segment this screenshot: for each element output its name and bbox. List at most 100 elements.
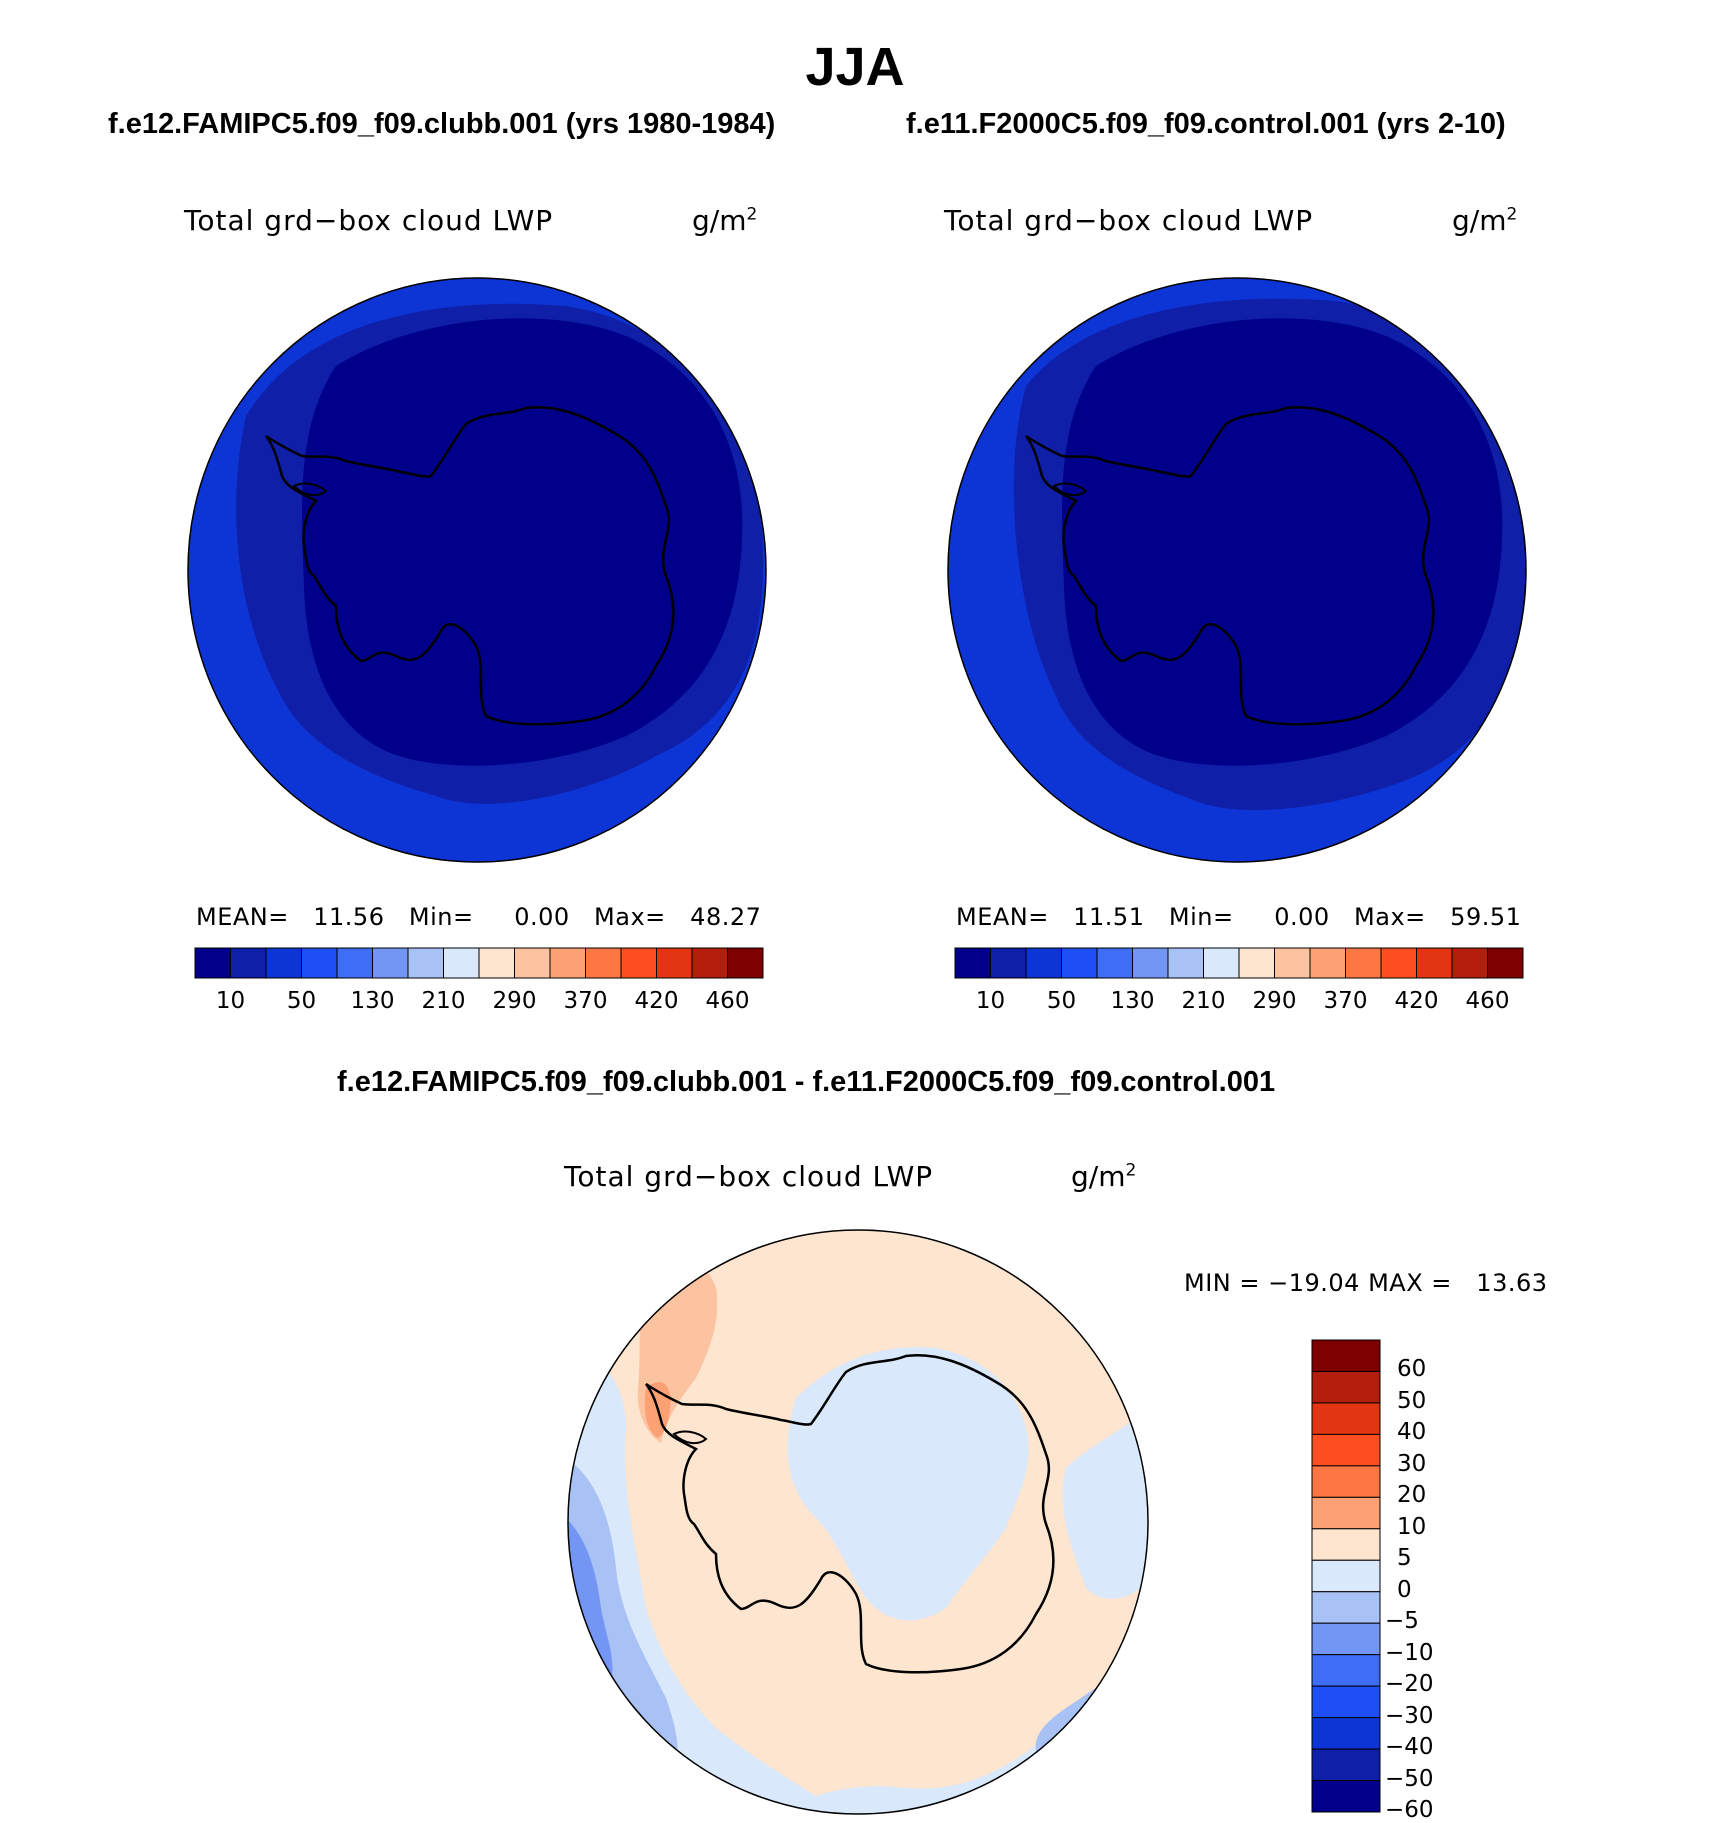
min-value: 0.00: [1274, 903, 1330, 931]
colorbar-diff: [1311, 1339, 1381, 1813]
colorbar-swatch: [1311, 1370, 1381, 1404]
map-diff: [567, 1229, 1149, 1815]
contour-neg-right: [1062, 1408, 1148, 1599]
min-label: Min=: [1168, 903, 1234, 931]
colorbar-swatch: [1309, 947, 1346, 979]
stats-right: MEAN= 11.51 Min= 0.00 Max= 59.51: [956, 903, 1521, 931]
min-value: 0.00: [514, 903, 570, 931]
colorbar-left: [194, 947, 764, 979]
max-label: Max=: [594, 903, 666, 931]
colorbar-swatch: [549, 947, 586, 979]
colorbar-swatch: [230, 947, 267, 979]
figure-title: JJA: [805, 37, 905, 97]
min-label: MIN =: [1184, 1269, 1260, 1297]
units-right: g/m2: [1452, 204, 1518, 237]
colorbar-swatch: [1345, 947, 1382, 979]
colorbar-tick-label: 10: [1397, 1513, 1427, 1540]
max-label: Max=: [1354, 903, 1426, 931]
colorbar-swatch: [656, 947, 693, 979]
colorbar-swatch: [727, 947, 764, 979]
colorbar-swatch: [954, 947, 991, 979]
colorbar-tick-label: 5: [1397, 1545, 1412, 1572]
colorbar-swatch: [514, 947, 551, 979]
contour-inner: [302, 318, 743, 766]
colorbar-right: [954, 947, 1524, 979]
colorbar-swatch: [585, 947, 622, 979]
colorbar-swatch: [1311, 1717, 1381, 1750]
colorbar-swatch: [1416, 947, 1453, 979]
colorbar-tick-label: 420: [1394, 988, 1439, 1014]
max-value: 13.63: [1476, 1269, 1548, 1297]
colorbar-swatch: [1238, 947, 1275, 979]
colorbar-swatch: [478, 947, 515, 979]
colorbar-swatch: [1380, 947, 1417, 979]
map-border: [567, 1229, 1149, 1815]
coastline: [1025, 406, 1435, 726]
colorbar-swatch: [1487, 947, 1524, 979]
map-left: [187, 277, 767, 863]
stats-diff: MIN = −19.04 MAX = 13.63: [1184, 1269, 1548, 1297]
colorbar-tick-label: 370: [1323, 988, 1368, 1014]
colorbar-swatch: [265, 947, 302, 979]
colorbar-swatch: [1274, 947, 1311, 979]
colorbar-swatch: [443, 947, 480, 979]
colorbar-swatch: [372, 947, 409, 979]
contour-neg-inland: [787, 1347, 1029, 1621]
colorbar-tick-label: 290: [1252, 988, 1297, 1014]
colorbar-swatch: [1311, 1528, 1381, 1561]
colorbar-tick-label: 370: [563, 988, 608, 1014]
coastline: [645, 1354, 1055, 1674]
colorbar-swatch: [1311, 1339, 1381, 1372]
map-border: [187, 277, 767, 863]
colorbar-tick-label: 130: [1110, 988, 1155, 1014]
colorbar-tick-label: 420: [634, 988, 679, 1014]
colorbar-swatch: [1025, 947, 1062, 979]
stats-left: MEAN= 11.56 Min= 0.00 Max= 48.27: [196, 903, 761, 931]
colorbar-tick-label: 10: [215, 988, 246, 1014]
colorbar-tick-label: 460: [705, 988, 750, 1014]
units-left: g/m2: [692, 204, 758, 237]
colorbar-tick-label: 40: [1397, 1419, 1427, 1446]
colorbar-swatch: [1096, 947, 1133, 979]
colorbar-swatch: [1311, 1748, 1381, 1782]
colorbar-swatch: [620, 947, 657, 979]
colorbar-tick-label: −30: [1385, 1702, 1434, 1729]
contour-inner: [1062, 318, 1503, 766]
mean-label: MEAN=: [956, 903, 1049, 931]
colorbar-tick-label: 50: [286, 988, 317, 1014]
colorbar-swatch: [990, 947, 1027, 979]
variable-name-right: Total grd−box cloud LWP: [944, 204, 1314, 237]
max-label: MAX =: [1368, 1269, 1452, 1297]
colorbar-tick-label: 60: [1397, 1356, 1427, 1383]
map-border: [947, 277, 1527, 863]
case-title-left: f.e12.FAMIPC5.f09_f09.clubb.001 (yrs 198…: [108, 108, 776, 140]
variable-name-diff: Total grd−box cloud LWP: [564, 1160, 934, 1193]
colorbar-tick-label: 30: [1397, 1450, 1427, 1477]
colorbar-swatch: [1311, 1780, 1381, 1813]
colorbar-swatch: [1311, 1465, 1381, 1498]
min-label: Min=: [408, 903, 474, 931]
min-value: −19.04: [1268, 1269, 1360, 1297]
mean-label: MEAN=: [196, 903, 289, 931]
colorbar-tick-label: −40: [1385, 1734, 1434, 1761]
colorbar-tick-label: −20: [1385, 1671, 1434, 1698]
colorbar-tick-label: 20: [1397, 1482, 1427, 1509]
colorbar-swatch: [1311, 1654, 1381, 1687]
colorbar-tick-label: −10: [1385, 1639, 1434, 1666]
colorbar-swatch: [336, 947, 373, 979]
colorbar-tick-label: 50: [1046, 988, 1077, 1014]
max-value: 48.27: [690, 903, 762, 931]
colorbar-swatch: [1311, 1496, 1381, 1530]
colorbar-swatch: [1311, 1402, 1381, 1435]
case-title-right: f.e11.F2000C5.f09_f09.control.001 (yrs 2…: [906, 108, 1506, 140]
colorbar-tick-label: 0: [1397, 1576, 1412, 1603]
map-right: [947, 277, 1527, 863]
colorbar-swatch: [1061, 947, 1098, 979]
colorbar-swatch: [1451, 947, 1488, 979]
max-value: 59.51: [1450, 903, 1522, 931]
mean-value: 11.51: [1073, 903, 1145, 931]
diff-title: f.e12.FAMIPC5.f09_f09.clubb.001 - f.e11.…: [337, 1066, 1276, 1098]
colorbar-tick-label: 210: [1181, 988, 1226, 1014]
colorbar-swatch: [194, 947, 231, 979]
colorbar-swatch: [1311, 1559, 1381, 1593]
